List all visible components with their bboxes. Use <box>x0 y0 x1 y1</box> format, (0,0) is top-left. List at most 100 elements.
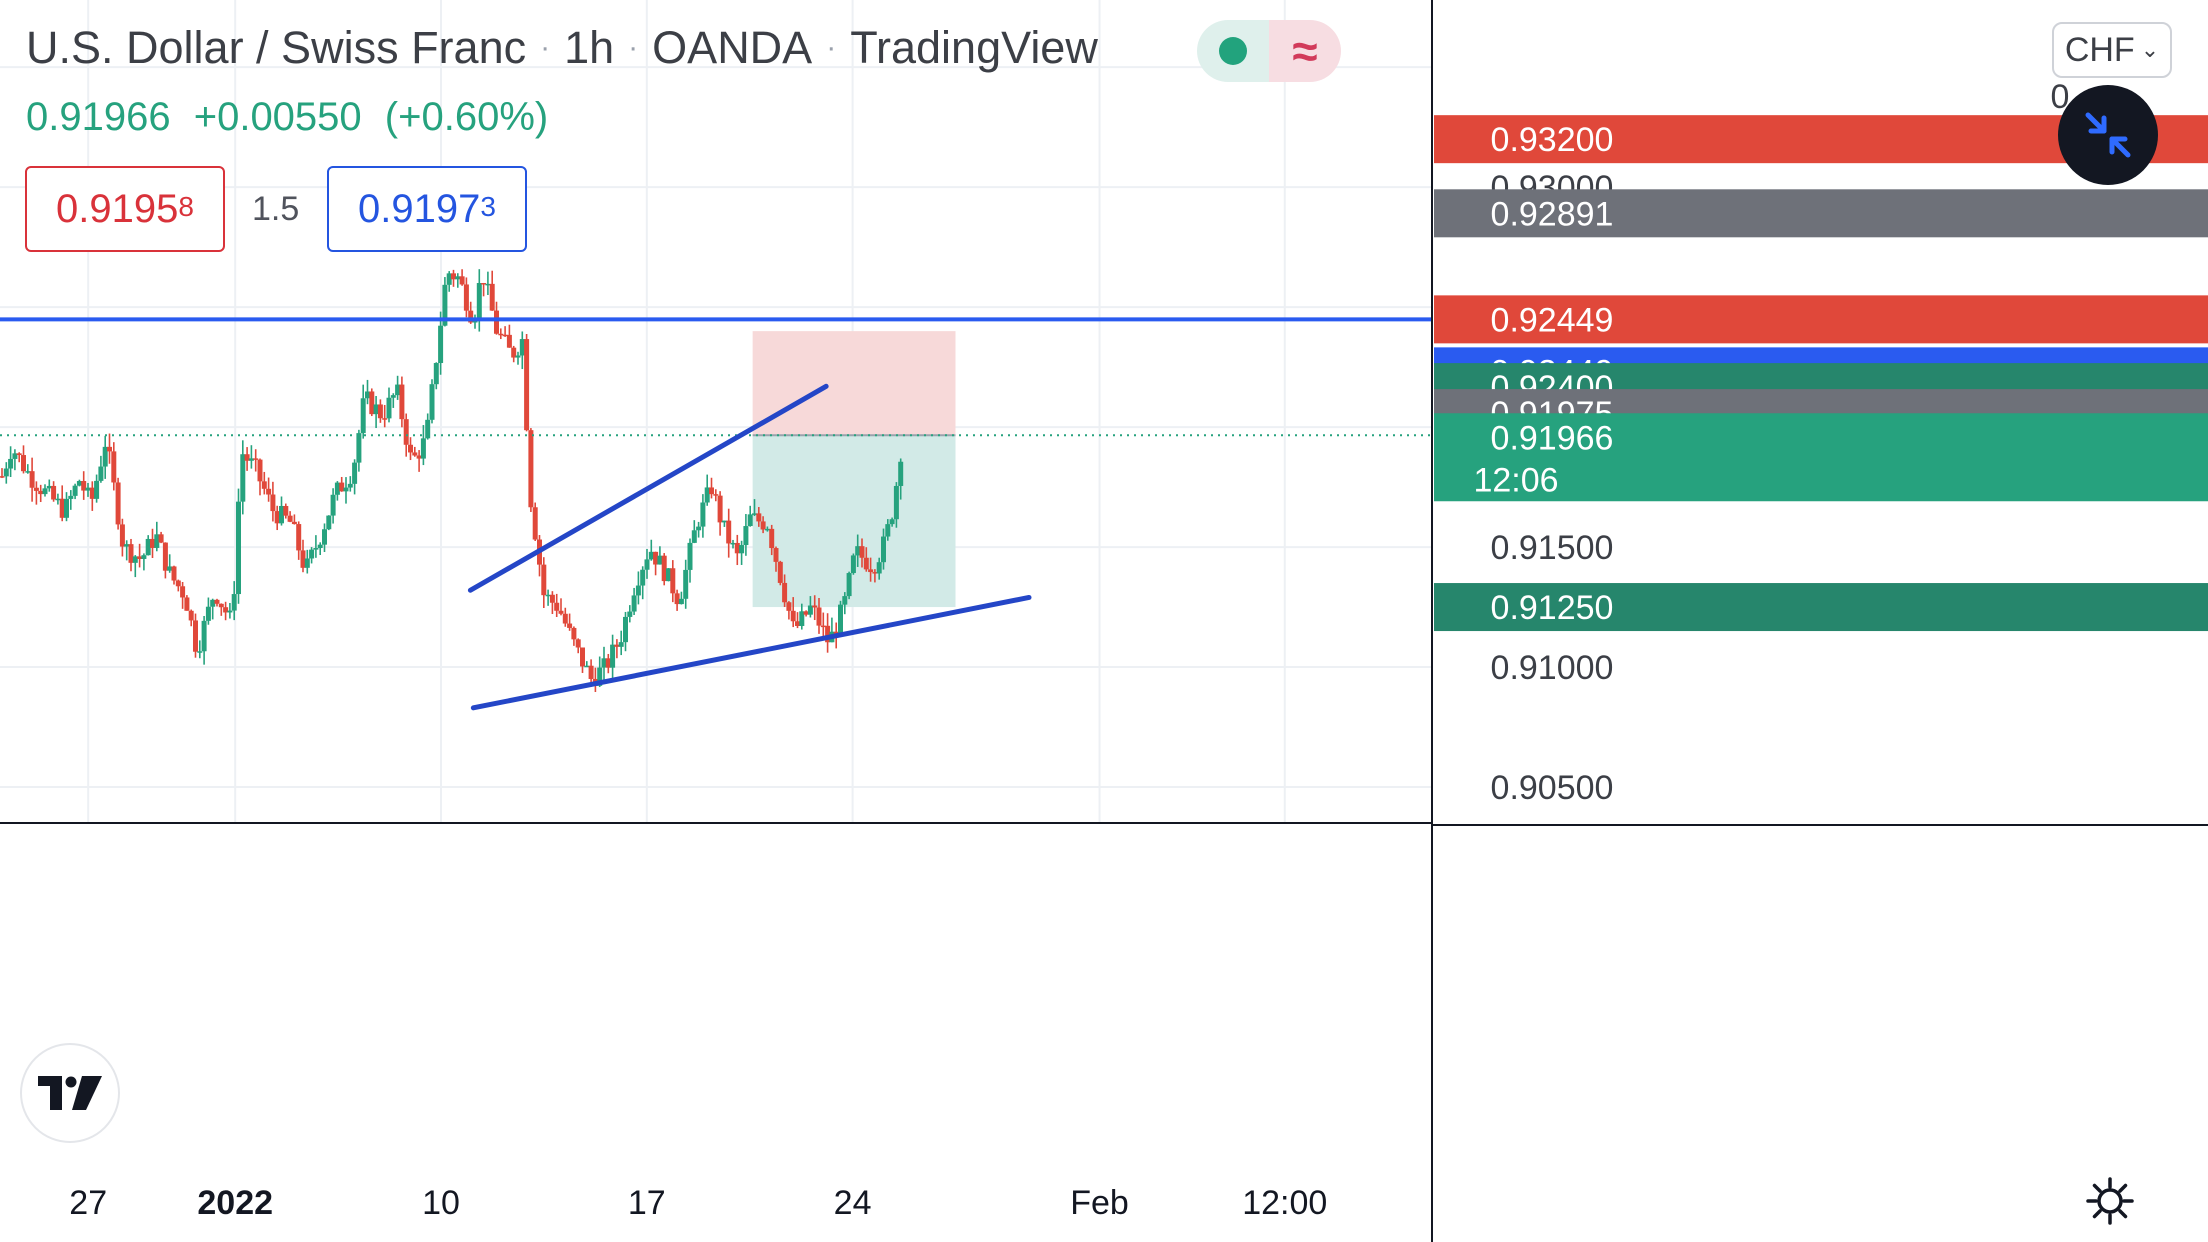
candle <box>747 514 753 527</box>
candle <box>618 642 624 647</box>
candle <box>360 398 366 434</box>
candle <box>597 667 603 686</box>
market-status-pill[interactable]: ≈ <box>1197 20 1341 82</box>
candle <box>743 526 749 546</box>
candle <box>476 283 482 319</box>
candle <box>674 593 680 605</box>
candle <box>317 544 323 549</box>
candle <box>678 598 684 605</box>
short-position-tool[interactable] <box>752 331 956 608</box>
candle <box>261 481 267 489</box>
candle <box>42 488 48 495</box>
candle <box>528 430 534 508</box>
buy-price: 0.9197 <box>358 186 481 231</box>
candle <box>433 363 439 385</box>
candle <box>356 433 362 463</box>
candle <box>438 325 444 364</box>
price-tick-label: 0.91500 <box>1491 529 1614 567</box>
candle <box>85 487 91 491</box>
collapse-arrows-icon[interactable] <box>2058 85 2158 185</box>
candle <box>485 283 491 286</box>
candle <box>287 515 293 522</box>
candle <box>266 488 272 495</box>
drawing-lines[interactable] <box>0 317 1432 711</box>
candle <box>326 515 332 530</box>
candle <box>81 480 87 491</box>
candle <box>154 534 160 548</box>
time-tick-label: 12:00 <box>1242 1184 1327 1222</box>
candle <box>369 391 375 415</box>
market-open-indicator[interactable] <box>1197 20 1269 82</box>
buy-price-pip: 3 <box>480 191 496 222</box>
candle <box>666 568 671 582</box>
candle <box>455 276 461 280</box>
candle <box>408 444 413 453</box>
candle <box>898 461 904 486</box>
candle <box>511 347 517 358</box>
candle <box>846 573 852 597</box>
candle <box>72 485 78 496</box>
candle <box>38 490 44 495</box>
candle <box>304 558 310 568</box>
candle <box>816 607 822 626</box>
candle <box>605 658 611 668</box>
price-label-badge <box>1434 295 2208 344</box>
candle <box>0 476 5 478</box>
buy-button[interactable]: 0.9197 3 <box>327 166 527 252</box>
price-label-text: 0.92449 <box>1491 301 1614 339</box>
candle <box>709 487 714 495</box>
candle <box>446 273 452 285</box>
candle <box>881 536 886 563</box>
candle <box>132 556 138 563</box>
candle <box>588 665 594 679</box>
candle <box>838 604 843 635</box>
header-separator: · <box>826 31 837 64</box>
candle <box>107 446 112 452</box>
chevron-down-icon: ⌄ <box>2140 37 2160 62</box>
candle <box>502 334 508 337</box>
candle <box>777 561 783 583</box>
header-separator: · <box>628 31 639 64</box>
candle <box>863 557 869 570</box>
price-label-text: 0.93200 <box>1491 121 1614 159</box>
symbol-name[interactable]: U.S. Dollar / Swiss Franc <box>26 22 527 73</box>
candle <box>580 647 585 667</box>
candle <box>253 458 259 460</box>
candle <box>283 505 289 516</box>
candle <box>640 569 646 586</box>
candle <box>64 498 69 518</box>
currency-selector[interactable]: CHF ⌄ <box>2052 22 2172 78</box>
candle <box>145 538 151 556</box>
candle <box>244 454 250 461</box>
candle <box>631 595 637 612</box>
candle <box>270 494 276 512</box>
candle <box>498 333 504 336</box>
candle <box>390 395 396 398</box>
gear-icon[interactable] <box>2084 1175 2136 1227</box>
sell-button[interactable]: 0.9195 8 <box>25 166 225 252</box>
candle <box>661 555 667 582</box>
candle <box>653 551 659 565</box>
tradingview-logo-icon[interactable] <box>20 1043 120 1143</box>
time-tick-label: 24 <box>834 1184 872 1222</box>
candle <box>803 611 809 615</box>
interval-label[interactable]: 1h <box>564 22 615 73</box>
candle <box>29 471 35 488</box>
candle <box>425 419 431 439</box>
candle <box>893 485 899 520</box>
candle <box>876 562 882 574</box>
candle <box>489 283 495 311</box>
candle <box>150 538 155 548</box>
candle <box>300 550 306 568</box>
candle <box>98 466 104 481</box>
candle <box>842 596 848 605</box>
candle <box>687 542 693 570</box>
wave-icon[interactable]: ≈ <box>1269 20 1341 82</box>
candle <box>184 597 190 611</box>
price-label-text: 0.92891 <box>1491 195 1614 233</box>
candle <box>89 487 95 499</box>
candle <box>76 480 82 486</box>
last-price: 0.91966 <box>26 95 171 139</box>
candle <box>442 284 448 326</box>
